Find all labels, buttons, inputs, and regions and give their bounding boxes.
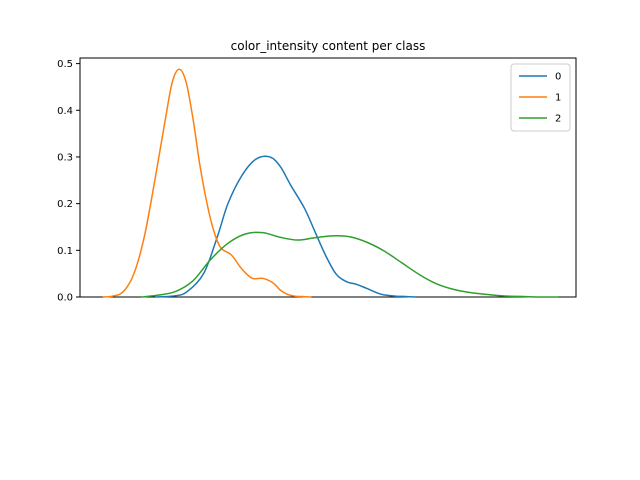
legend-label-2: 2 [555, 114, 561, 125]
plot-frame [79, 57, 577, 298]
y-axis: 0.0 0.1 0.2 0.3 0.4 0.5 [57, 59, 80, 304]
series-line-0 [154, 155, 416, 298]
chart-title: color_intensity content per class [231, 39, 426, 53]
y-tick-label: 0.4 [57, 106, 73, 117]
series-line-1 [102, 68, 312, 298]
y-tick-label: 0.1 [57, 246, 73, 257]
y-tick-label: 0.3 [57, 152, 73, 163]
series-lines [102, 68, 559, 298]
y-tick-label: 0.5 [57, 59, 73, 70]
legend-label-1: 1 [555, 93, 561, 104]
legend: 0 1 2 [510, 63, 571, 132]
series-line-2 [140, 231, 559, 298]
y-tick-label: 0.2 [57, 199, 73, 210]
y-tick-label: 0.0 [57, 293, 73, 304]
legend-label-0: 0 [555, 72, 561, 83]
